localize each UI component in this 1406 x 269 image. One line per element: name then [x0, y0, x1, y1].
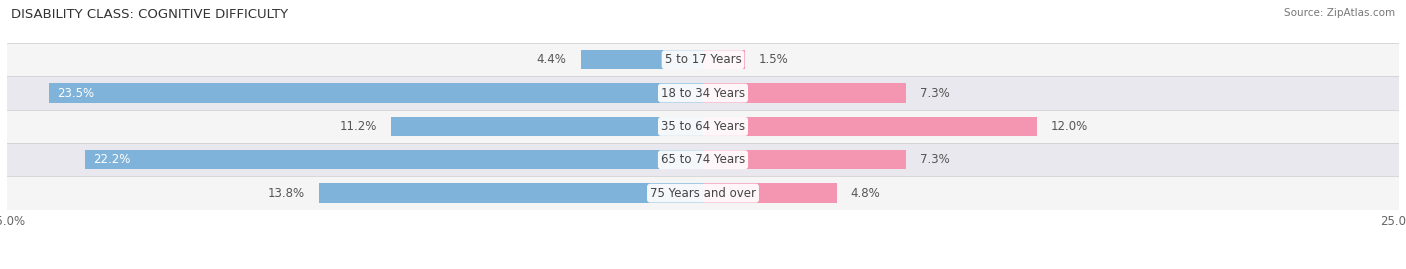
Bar [49, 83, 703, 103]
Bar [703, 117, 1038, 136]
Text: 7.3%: 7.3% [920, 87, 950, 100]
Text: 5 to 17 Years: 5 to 17 Years [665, 53, 741, 66]
Bar [7, 76, 1399, 110]
Text: 11.2%: 11.2% [340, 120, 377, 133]
Bar [703, 50, 745, 69]
Bar [7, 110, 1399, 143]
Text: 7.3%: 7.3% [920, 153, 950, 166]
Text: 4.4%: 4.4% [537, 53, 567, 66]
Text: 35 to 64 Years: 35 to 64 Years [661, 120, 745, 133]
Bar [7, 143, 1399, 176]
Bar [703, 150, 907, 169]
Bar [703, 83, 907, 103]
Text: 23.5%: 23.5% [58, 87, 94, 100]
Text: Source: ZipAtlas.com: Source: ZipAtlas.com [1284, 8, 1395, 18]
Bar [319, 183, 703, 203]
Text: 13.8%: 13.8% [267, 187, 305, 200]
Bar [84, 150, 703, 169]
Text: DISABILITY CLASS: COGNITIVE DIFFICULTY: DISABILITY CLASS: COGNITIVE DIFFICULTY [11, 8, 288, 21]
Bar [703, 183, 837, 203]
Text: 22.2%: 22.2% [93, 153, 131, 166]
Text: 4.8%: 4.8% [851, 187, 880, 200]
Text: 18 to 34 Years: 18 to 34 Years [661, 87, 745, 100]
Text: 65 to 74 Years: 65 to 74 Years [661, 153, 745, 166]
Text: 1.5%: 1.5% [759, 53, 789, 66]
Bar [581, 50, 703, 69]
Bar [7, 176, 1399, 210]
Text: 75 Years and over: 75 Years and over [650, 187, 756, 200]
Bar [7, 43, 1399, 76]
Text: 12.0%: 12.0% [1052, 120, 1088, 133]
Bar [391, 117, 703, 136]
